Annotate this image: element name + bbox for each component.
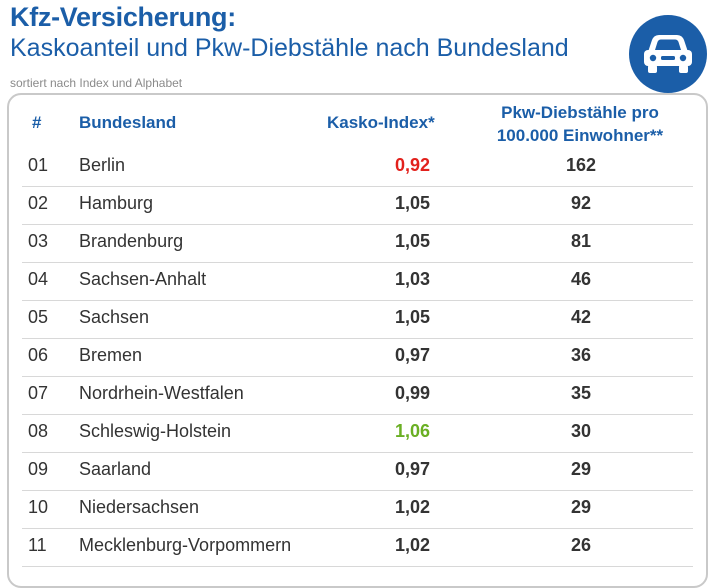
- rank-cell: 05: [28, 307, 49, 327]
- theft-rate-cell: 81: [570, 231, 592, 251]
- table-row: 06 Bremen 0,97 36: [22, 338, 693, 377]
- column-header-rank: #: [32, 113, 42, 132]
- rank-cell: 11: [28, 535, 47, 555]
- table-row: 07 Nordrhein-Westfalen 0,99 35: [22, 376, 693, 415]
- theft-rate-cell: 30: [570, 421, 592, 441]
- column-header-kasko-index: Kasko-Index*: [327, 113, 435, 132]
- kasko-index-cell: 0,97: [394, 345, 430, 365]
- kasko-index-cell: 1,06: [394, 421, 430, 441]
- theft-rate-cell: 26: [570, 535, 592, 555]
- kasko-index-cell: 1,02: [394, 497, 430, 517]
- theft-rate-cell: 29: [570, 459, 592, 479]
- state-cell: Niedersachsen: [79, 497, 200, 517]
- rank-cell: 04: [28, 269, 49, 289]
- page-title: Kfz-Versicherung:: [10, 2, 236, 32]
- table-row: 04 Sachsen-Anhalt 1,03 46: [22, 262, 693, 301]
- table-row: 03 Brandenburg 1,05 81: [22, 224, 693, 263]
- state-cell: Brandenburg: [79, 231, 184, 251]
- rank-cell: 07: [28, 383, 49, 403]
- theft-rate-cell: 29: [570, 497, 592, 517]
- kasko-index-cell: 0,97: [394, 459, 430, 479]
- state-cell: Sachsen-Anhalt: [79, 269, 207, 289]
- state-cell: Saarland: [79, 459, 152, 479]
- kasko-index-cell: 1,05: [394, 307, 430, 327]
- table-row: 09 Saarland 0,97 29: [22, 452, 693, 491]
- table-row: 02 Hamburg 1,05 92: [22, 186, 693, 225]
- state-cell: Mecklenburg-Vorpommern: [79, 535, 292, 555]
- state-cell: Sachsen: [79, 307, 150, 327]
- rank-cell: 03: [28, 231, 49, 251]
- kasko-index-cell: 0,99: [394, 383, 430, 403]
- kasko-index-cell: 0,92: [394, 155, 430, 175]
- theft-rate-cell: 92: [570, 193, 592, 213]
- state-cell: Bremen: [79, 345, 143, 365]
- column-header-thefts: Pkw-Diebstähle pro 100.000 Einwohner**: [470, 101, 690, 147]
- table-row: 11 Mecklenburg-Vorpommern 1,02 26: [22, 528, 693, 567]
- state-cell: Nordrhein-Westfalen: [79, 383, 244, 403]
- column-header-state: Bundesland: [79, 113, 177, 132]
- car-icon: [628, 14, 708, 94]
- column-header-thefts-line2: 100.000 Einwohner**: [496, 126, 664, 145]
- rank-cell: 02: [28, 193, 49, 213]
- theft-rate-cell: 42: [570, 307, 592, 327]
- sort-note: sortiert nach Index und Alphabet: [10, 76, 183, 90]
- table-row: 01 Berlin 0,92 162: [22, 148, 693, 187]
- rank-cell: 10: [28, 497, 49, 517]
- table-row: 05 Sachsen 1,05 42: [22, 300, 693, 339]
- kasko-index-cell: 1,03: [394, 269, 430, 289]
- table-row: 08 Schleswig-Holstein 1,06 30: [22, 414, 693, 453]
- rank-cell: 08: [28, 421, 49, 441]
- state-cell: Schleswig-Holstein: [79, 421, 232, 441]
- kasko-index-cell: 1,02: [394, 535, 430, 555]
- theft-rate-cell: 36: [570, 345, 592, 365]
- theft-rate-cell: 35: [570, 383, 592, 403]
- column-header-thefts-line1: Pkw-Diebstähle pro: [501, 103, 659, 122]
- table-panel: [7, 93, 708, 588]
- rank-cell: 09: [28, 459, 49, 479]
- rank-cell: 06: [28, 345, 49, 365]
- theft-rate-cell: 46: [570, 269, 592, 289]
- kasko-index-cell: 1,05: [394, 231, 430, 251]
- rank-cell: 01: [28, 155, 49, 175]
- theft-rate-cell: 162: [565, 155, 597, 175]
- state-cell: Hamburg: [79, 193, 154, 213]
- kasko-index-cell: 1,05: [394, 193, 430, 213]
- state-cell: Berlin: [79, 155, 126, 175]
- table-row: 10 Niedersachsen 1,02 29: [22, 490, 693, 529]
- page-subtitle: Kaskoanteil und Pkw-Diebstähle nach Bund…: [10, 34, 569, 62]
